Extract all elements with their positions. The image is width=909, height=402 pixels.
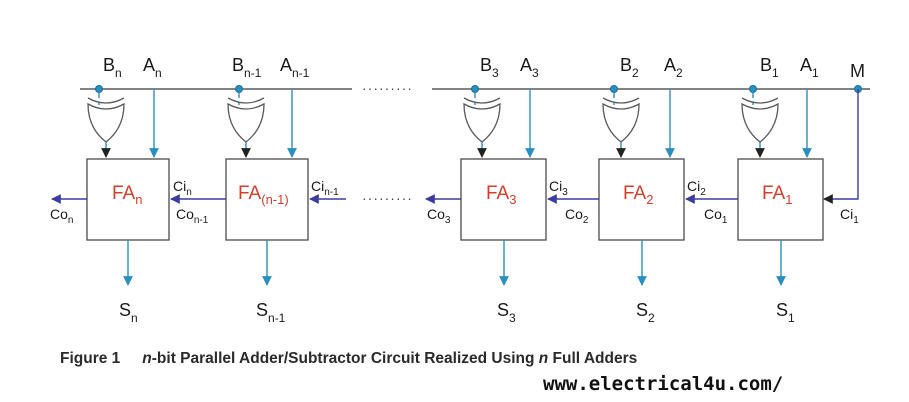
carry-in-label: Ci3: [549, 178, 568, 198]
full-adder-box: [225, 158, 309, 241]
b-input-label: Bn-1: [232, 55, 262, 80]
a-input-label: An-1: [280, 55, 310, 80]
xor-gate: [227, 102, 265, 143]
stage-1: B1 A1 FA1 Ci1 Co1 S1: [685, 55, 859, 325]
caption-text-b: Full Adders: [548, 350, 638, 367]
full-adder-box: [737, 158, 824, 241]
carry-out-label: Co3: [427, 206, 451, 226]
full-adder-label: FA1: [762, 183, 792, 207]
b-input-label: Bn: [103, 55, 122, 80]
caption-n-italic-2: n: [538, 350, 549, 367]
xor-gate: [602, 102, 640, 143]
sum-label: S3: [497, 300, 516, 325]
sum-label: Sn-1: [256, 300, 286, 325]
figure-number: Figure 1: [60, 350, 121, 367]
figure-caption: Figure 1 n-bit Parallel Adder/Subtractor …: [60, 350, 890, 368]
sum-label: Sn: [119, 300, 138, 325]
caption-n-italic: n: [142, 350, 152, 367]
full-adder-label: FA3: [486, 183, 516, 207]
xor-gate-back: [602, 97, 640, 104]
carry-out-label: Co2: [565, 206, 589, 226]
stage-2: B2 A2 FA2 Ci2 Co2 S2: [547, 55, 706, 325]
stage-n-minus-1: Bn-1 An-1 FA(n-1) Cin-1 Con-1 Sn-1: [170, 55, 346, 325]
full-adder-box: [460, 158, 547, 241]
a-input-label: A3: [520, 55, 539, 80]
full-adder-label: FA2: [623, 183, 653, 207]
xor-gate-back: [741, 97, 779, 104]
full-adder-label: FA(n-1): [238, 183, 289, 207]
b-input-label: B3: [480, 55, 499, 80]
full-adder-box: [86, 158, 170, 241]
xor-gate-back: [463, 97, 501, 104]
b-input-label: B2: [620, 55, 639, 80]
xor-gate: [87, 102, 125, 143]
carry-out-label: Con: [50, 206, 73, 226]
xor-gate: [463, 102, 501, 143]
carry-in-label: Ci1: [840, 206, 859, 226]
carry-out-label: Co1: [704, 206, 728, 226]
sum-label: S2: [636, 300, 655, 325]
caption-text-a: -bit Parallel Adder/Subtractor Circuit R…: [151, 350, 539, 367]
full-adder-box: [598, 158, 685, 241]
xor-gate: [741, 102, 779, 143]
watermark-url: www.electrical4u.com/: [543, 373, 784, 395]
carry-in-label: Cin: [173, 178, 192, 198]
a-input-label: A2: [664, 55, 683, 80]
sum-label: S1: [776, 300, 795, 325]
b-input-label: B1: [760, 55, 779, 80]
full-adder-label: FAn: [112, 183, 142, 207]
stage-3: B3 A3 FA3 Ci3 Co3 S3: [425, 55, 568, 325]
carry-in-label: Ci2: [687, 178, 706, 198]
carry-out-label: Con-1: [176, 206, 209, 226]
stage-n: Bn An FAn Cin Con Sn: [50, 55, 192, 325]
carry-in-label: Cin-1: [311, 178, 339, 198]
a-input-label: An: [143, 55, 162, 80]
ellipsis-top: ·········: [362, 80, 413, 96]
mode-label: M: [850, 61, 865, 81]
ellipsis-middle: ·········: [362, 190, 413, 206]
mode-to-ci1-wire: [823, 89, 859, 204]
a-input-label: A1: [800, 55, 819, 80]
xor-gate-back: [227, 97, 265, 104]
xor-gate-back: [87, 97, 125, 104]
